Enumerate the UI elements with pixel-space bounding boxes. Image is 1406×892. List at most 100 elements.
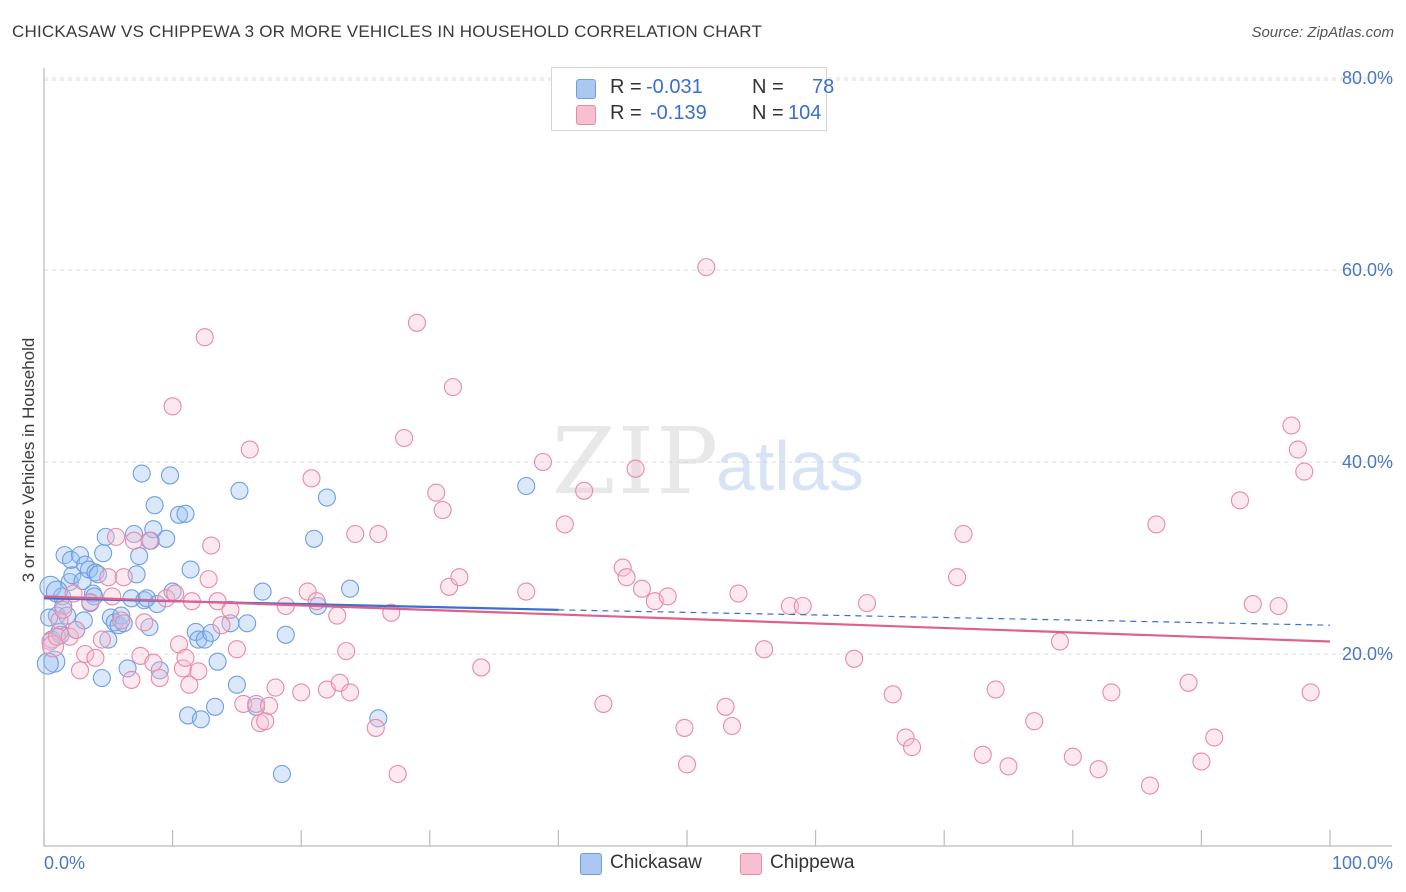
data-point	[366, 718, 385, 737]
data-point	[337, 642, 356, 661]
data-point	[845, 649, 864, 668]
data-point	[1282, 416, 1301, 435]
data-point	[716, 697, 735, 716]
data-point	[180, 675, 199, 694]
y-tick-label: 60.0%	[1342, 260, 1393, 280]
r-label: R =	[610, 76, 642, 98]
data-point	[259, 696, 279, 715]
data-point	[1089, 760, 1108, 779]
data-point	[50, 611, 69, 630]
data-point	[1295, 462, 1314, 481]
data-point	[169, 505, 189, 524]
data-point	[81, 593, 100, 612]
correlation-legend: R = -0.031 N = 78 R = -0.139 N = 104	[551, 67, 834, 131]
data-point	[122, 670, 141, 689]
data-point	[1063, 747, 1082, 766]
source-label: Source: ZipAtlas.com	[1251, 24, 1394, 41]
data-point	[92, 668, 111, 688]
data-point	[163, 397, 182, 416]
data-point	[76, 644, 95, 664]
data-point	[137, 589, 156, 608]
data-point	[1301, 683, 1320, 702]
data-point	[96, 527, 115, 546]
y-tick-label: 20.0%	[1342, 644, 1393, 664]
data-point	[114, 614, 133, 633]
data-point	[176, 504, 195, 523]
data-point	[202, 536, 221, 555]
series-chickasaw	[36, 464, 536, 784]
watermark-atlas: atlas	[716, 427, 864, 505]
data-point	[36, 652, 59, 675]
chippewa-swatch	[576, 105, 596, 125]
tick-labels: 20.0% 40.0% 60.0% 80.0% 0.0% 100.0%	[44, 68, 1393, 873]
data-point	[230, 481, 249, 500]
data-point	[427, 483, 446, 502]
data-point	[92, 630, 111, 649]
axes	[43, 68, 1392, 847]
data-point	[256, 712, 275, 731]
trend-line-chippewa	[43, 595, 1331, 643]
chippewa-swatch	[740, 853, 762, 875]
data-point	[328, 606, 347, 625]
data-point	[176, 648, 195, 667]
data-point	[1288, 440, 1307, 459]
data-point	[857, 594, 877, 613]
watermark-zip: ZIP	[552, 408, 720, 515]
data-point	[106, 527, 126, 546]
data-point	[292, 683, 311, 702]
data-point	[40, 608, 59, 627]
data-point	[114, 568, 133, 587]
data-point	[144, 520, 163, 539]
y-tick-label: 40.0%	[1342, 452, 1393, 472]
data-point	[793, 596, 812, 616]
data-point	[450, 568, 469, 587]
data-point	[1243, 595, 1262, 614]
data-point	[61, 550, 81, 569]
data-point	[205, 697, 225, 716]
data-point	[902, 738, 922, 757]
trend-lines	[43, 595, 1331, 643]
data-point	[240, 440, 259, 459]
data-point	[70, 546, 90, 565]
data-point	[118, 659, 137, 678]
data-point	[130, 547, 149, 566]
data-point	[1205, 728, 1224, 747]
data-point	[755, 640, 774, 659]
data-point	[632, 579, 652, 598]
data-point	[369, 524, 388, 544]
data-point	[1269, 596, 1288, 616]
data-point	[658, 587, 677, 606]
y-axis-label: 3 or more Vehicles in Household	[19, 338, 38, 583]
data-point	[948, 568, 967, 587]
watermark: ZIP atlas	[552, 408, 864, 515]
data-point	[181, 560, 200, 579]
data-point	[407, 313, 426, 332]
data-point	[1192, 752, 1211, 771]
data-point	[103, 587, 122, 606]
data-point	[86, 648, 105, 667]
x-tick-label: 100.0%	[1332, 853, 1393, 873]
data-point	[1140, 776, 1160, 795]
data-point	[157, 589, 176, 608]
data-point	[94, 544, 113, 563]
data-point	[1179, 673, 1198, 692]
data-point	[533, 452, 553, 472]
data-point	[144, 653, 163, 672]
data-point	[150, 668, 169, 688]
data-point	[124, 524, 144, 544]
data-point	[1102, 683, 1121, 702]
data-point	[999, 757, 1018, 776]
data-point	[112, 611, 131, 630]
data-point	[675, 718, 694, 737]
data-point	[722, 716, 742, 736]
data-point	[388, 764, 407, 784]
data-point	[298, 582, 317, 601]
r-label: R =	[610, 102, 642, 124]
data-point	[54, 600, 73, 619]
data-point	[189, 662, 208, 681]
data-point	[697, 258, 716, 277]
data-point	[617, 568, 636, 587]
data-point	[1050, 632, 1069, 651]
data-point	[67, 620, 86, 640]
